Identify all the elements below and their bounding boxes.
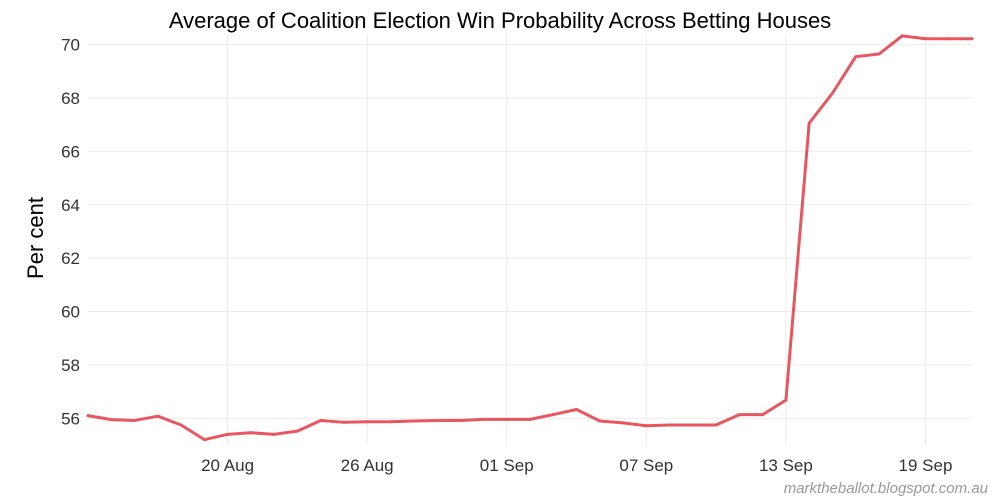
data-point [319, 418, 323, 422]
data-point [900, 34, 904, 38]
data-point [388, 420, 392, 424]
y-axis-ticks: 56 58 60 62 64 66 68 70 [61, 36, 80, 429]
data-point [551, 413, 555, 417]
data-point [947, 37, 951, 41]
data-point [342, 420, 346, 424]
data-point [365, 420, 369, 424]
data-point [412, 419, 416, 423]
data-point [109, 418, 113, 422]
data-point [807, 121, 811, 125]
y-axis-label: Per cent [23, 197, 48, 279]
y-tick-label: 66 [61, 142, 80, 161]
y-tick-label: 56 [61, 409, 80, 428]
series-layer [86, 34, 974, 442]
data-point [226, 432, 230, 436]
series-line [86, 34, 974, 442]
x-tick-label: 01 Sep [480, 456, 534, 475]
data-point [295, 429, 299, 433]
data-point [528, 417, 532, 421]
data-point [970, 37, 974, 41]
data-point [668, 423, 672, 427]
x-tick-label: 19 Sep [899, 456, 953, 475]
data-point [621, 421, 625, 425]
data-point [202, 438, 206, 442]
y-tick-label: 64 [61, 196, 80, 215]
data-point [714, 423, 718, 427]
chart-title: Average of Coalition Election Win Probab… [169, 8, 831, 33]
data-point [598, 419, 602, 423]
data-point [830, 91, 834, 95]
data-point [761, 413, 765, 417]
data-point [272, 432, 276, 436]
data-point [249, 431, 253, 435]
data-point [505, 417, 509, 421]
data-point [575, 408, 579, 411]
data-point [644, 424, 648, 428]
data-point [435, 418, 439, 422]
data-point [133, 418, 137, 422]
data-point [156, 414, 160, 418]
y-tick-label: 62 [61, 249, 80, 268]
y-tick-label: 60 [61, 303, 80, 322]
data-point [877, 52, 881, 56]
data-point [737, 413, 741, 417]
data-point [179, 423, 183, 427]
footer-credit: marktheballot.blogspot.com.au [784, 480, 989, 497]
y-tick-label: 68 [61, 89, 80, 108]
grid [88, 34, 972, 445]
data-point [481, 417, 485, 421]
data-point [923, 37, 927, 41]
data-point [854, 55, 858, 59]
x-tick-label: 20 Aug [201, 456, 254, 475]
data-point [784, 398, 788, 402]
x-tick-label: 26 Aug [341, 456, 394, 475]
data-point [86, 414, 90, 418]
x-axis-ticks: 20 Aug 26 Aug 01 Sep 07 Sep 13 Sep 19 Sep [201, 456, 952, 475]
data-point [458, 418, 462, 422]
x-tick-label: 13 Sep [759, 456, 813, 475]
data-point [691, 423, 695, 427]
y-tick-label: 70 [61, 36, 80, 55]
y-tick-label: 58 [61, 356, 80, 375]
x-tick-label: 07 Sep [619, 456, 673, 475]
